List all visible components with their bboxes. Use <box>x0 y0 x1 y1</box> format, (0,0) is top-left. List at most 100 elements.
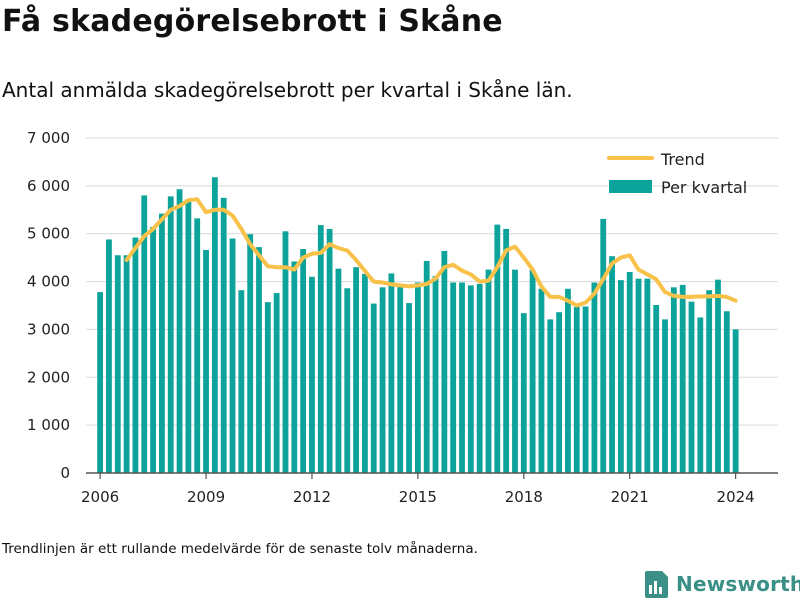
bar <box>176 189 183 473</box>
chart-subtitle: Antal anmälda skadegörelsebrott per kvar… <box>2 78 573 102</box>
bar <box>626 272 633 473</box>
bar <box>167 196 174 473</box>
bar <box>591 282 598 473</box>
bar <box>114 255 121 473</box>
bar <box>353 267 359 473</box>
bar <box>732 329 739 473</box>
y-tick-label: 4 000 <box>27 273 70 291</box>
x-tick-label: 2009 <box>187 488 225 506</box>
bar <box>450 282 457 473</box>
bar <box>256 247 262 473</box>
bar <box>582 306 589 473</box>
bar <box>388 273 395 473</box>
chart-title: Få skadegörelsebrott i Skåne <box>2 4 503 39</box>
bar <box>194 218 201 473</box>
bar <box>406 303 412 473</box>
bar <box>441 250 448 473</box>
bar <box>485 269 492 473</box>
bar <box>432 276 439 473</box>
bar <box>512 269 518 473</box>
bar <box>459 282 465 473</box>
bar <box>644 278 651 473</box>
bar <box>397 286 404 473</box>
x-tick-label: 2018 <box>505 488 543 506</box>
bar <box>229 238 236 473</box>
x-tick-label: 2006 <box>81 488 119 506</box>
bar <box>609 256 615 473</box>
footnote: Trendlinjen är ett rullande medelvärde f… <box>2 541 478 557</box>
bar <box>529 270 536 473</box>
bar <box>317 225 324 473</box>
bar <box>520 313 527 473</box>
bar <box>723 311 730 473</box>
trend-series <box>124 197 738 308</box>
brand-name: Newsworthy <box>676 572 800 596</box>
bar <box>715 279 721 473</box>
bar <box>379 287 386 473</box>
bar <box>362 273 368 473</box>
bar <box>106 239 112 473</box>
bar <box>185 199 192 473</box>
bar <box>688 301 695 473</box>
bar <box>220 197 227 474</box>
bar <box>132 237 139 473</box>
bar <box>706 290 713 473</box>
bar <box>150 227 156 473</box>
y-tick-label: 1 000 <box>27 416 70 434</box>
y-tick-label: 0 <box>60 464 70 482</box>
legend-trend-label: Trend <box>660 150 705 169</box>
bar <box>335 268 342 473</box>
bar <box>679 284 686 473</box>
brand-logo: Newsworthy <box>645 569 800 599</box>
x-tick-label: 2012 <box>293 488 331 506</box>
bar <box>247 234 254 473</box>
bar <box>211 177 218 473</box>
x-tick-label: 2021 <box>611 488 649 506</box>
bar <box>264 302 271 473</box>
bar <box>159 213 165 473</box>
y-tick-label: 5 000 <box>27 225 70 243</box>
bar-series <box>97 177 739 474</box>
bar <box>538 288 545 473</box>
bar <box>326 228 333 473</box>
bar <box>635 278 642 473</box>
bar <box>414 282 421 473</box>
bar <box>653 305 660 473</box>
x-axis: 2006 2009 2012 2015 2018 2021 2024 <box>81 472 778 506</box>
y-tick-label: 7 000 <box>27 129 70 147</box>
trend-line <box>124 197 738 308</box>
bar-chart-doc-icon <box>645 570 668 598</box>
bar <box>600 218 607 473</box>
bar <box>370 303 377 473</box>
bar <box>467 285 474 473</box>
x-tick-label: 2015 <box>399 488 437 506</box>
y-axis-labels: 0 1 000 2 000 3 000 4 000 5 000 6 000 7 000 <box>27 129 70 482</box>
legend-bars-label: Per kvartal <box>661 178 747 197</box>
y-tick-label: 3 000 <box>27 320 70 338</box>
bar <box>662 319 668 473</box>
bar <box>282 231 289 473</box>
y-tick-label: 6 000 <box>27 177 70 195</box>
bar <box>573 306 580 473</box>
bar <box>670 287 677 473</box>
bar <box>309 276 315 473</box>
bar <box>556 312 563 473</box>
bar <box>547 319 554 473</box>
bar <box>300 249 307 473</box>
bar <box>291 261 298 473</box>
bar <box>565 288 571 473</box>
bar <box>494 224 501 473</box>
legend-bars-swatch <box>609 180 652 193</box>
bar <box>123 255 130 473</box>
bar <box>503 228 510 473</box>
bar <box>203 249 209 473</box>
bar <box>273 293 280 473</box>
legend: Trend Per kvartal <box>607 150 747 197</box>
bar <box>97 292 104 473</box>
bar <box>141 195 148 473</box>
bar <box>476 283 483 473</box>
bar <box>344 288 351 473</box>
bar <box>238 290 245 473</box>
bar <box>617 280 624 473</box>
